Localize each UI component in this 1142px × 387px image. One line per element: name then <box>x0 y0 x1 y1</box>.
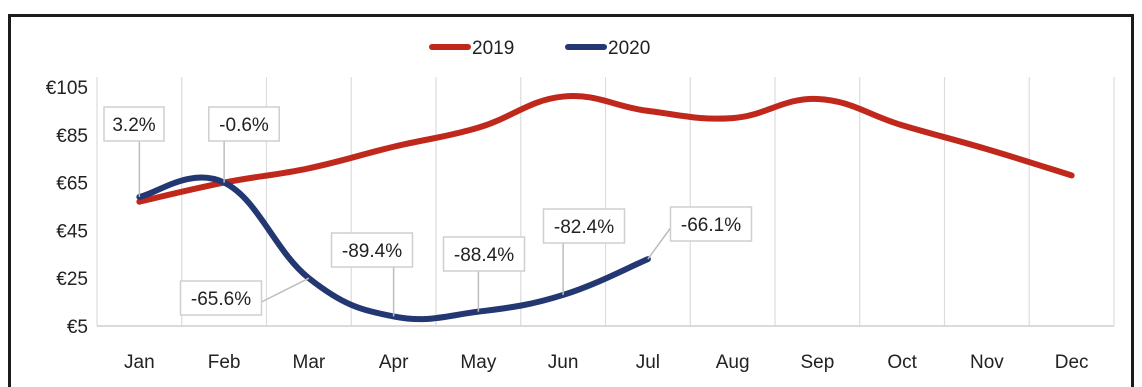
x-tick-label: Nov <box>970 352 1004 373</box>
chart-frame <box>8 14 1134 387</box>
y-tick-label: €105 <box>46 78 88 99</box>
series-line-2019 <box>136 93 1075 205</box>
annotation-layer: 3.2% -0.6% -65.6% -89.4% -88.4% -82.4% -66.1% <box>103 106 753 317</box>
x-tick-label: Dec <box>1055 352 1089 373</box>
legend-label-2020: 2020 <box>608 38 650 59</box>
annotation-box <box>208 106 280 142</box>
annotation-leader <box>261 277 310 303</box>
y-tick-label: €45 <box>56 221 88 242</box>
x-axis: Jan Feb Mar Apr May Jun Jul Aug Sep Oct Nov Dec <box>124 352 1088 373</box>
y-tick-label: €65 <box>56 174 88 195</box>
y-tick-label: €85 <box>56 126 88 147</box>
annotation-box <box>542 208 626 244</box>
x-tick-label: Jun <box>548 352 579 373</box>
annotation-box <box>179 280 263 316</box>
x-tick-label: May <box>460 352 496 373</box>
annotation-box <box>330 232 414 268</box>
x-tick-label: Sep <box>800 352 834 373</box>
gridlines <box>96 77 1115 327</box>
annotation-label: -65.6% <box>191 289 251 310</box>
annotation-box <box>442 236 526 272</box>
legend-label-2019: 2019 <box>472 38 514 59</box>
annotation-label: -89.4% <box>342 241 402 262</box>
annotation-label: -82.4% <box>554 217 614 238</box>
x-tick-label: Feb <box>208 352 241 373</box>
x-tick-label: Aug <box>716 352 750 373</box>
y-axis: €5 €25 €45 €65 €85 €105 <box>46 78 88 338</box>
x-tick-label: Jul <box>636 352 660 373</box>
x-tick-label: Mar <box>293 352 326 373</box>
legend: 2019 2020 <box>429 38 650 59</box>
annotation-label: -0.6% <box>219 115 269 136</box>
y-tick-label: €5 <box>67 317 88 338</box>
x-tick-label: Oct <box>887 352 917 373</box>
annotation-box <box>103 106 165 142</box>
annotation-leader <box>647 227 672 260</box>
x-tick-label: Jan <box>124 352 155 373</box>
annotation-label: 3.2% <box>112 115 155 136</box>
annotation-box <box>669 206 753 242</box>
annotation-label: -88.4% <box>454 245 514 266</box>
x-tick-label: Apr <box>379 352 409 373</box>
y-tick-label: €25 <box>56 269 88 290</box>
annotation-label: -66.1% <box>681 215 741 236</box>
